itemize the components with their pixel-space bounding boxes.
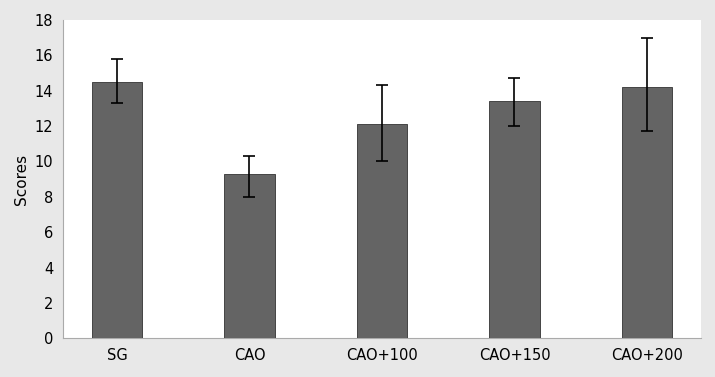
Bar [489, 101, 540, 339]
Bar [225, 174, 275, 339]
Y-axis label: Scores: Scores [14, 153, 29, 205]
Bar [357, 124, 407, 339]
Bar [92, 82, 142, 339]
Bar [622, 87, 672, 339]
